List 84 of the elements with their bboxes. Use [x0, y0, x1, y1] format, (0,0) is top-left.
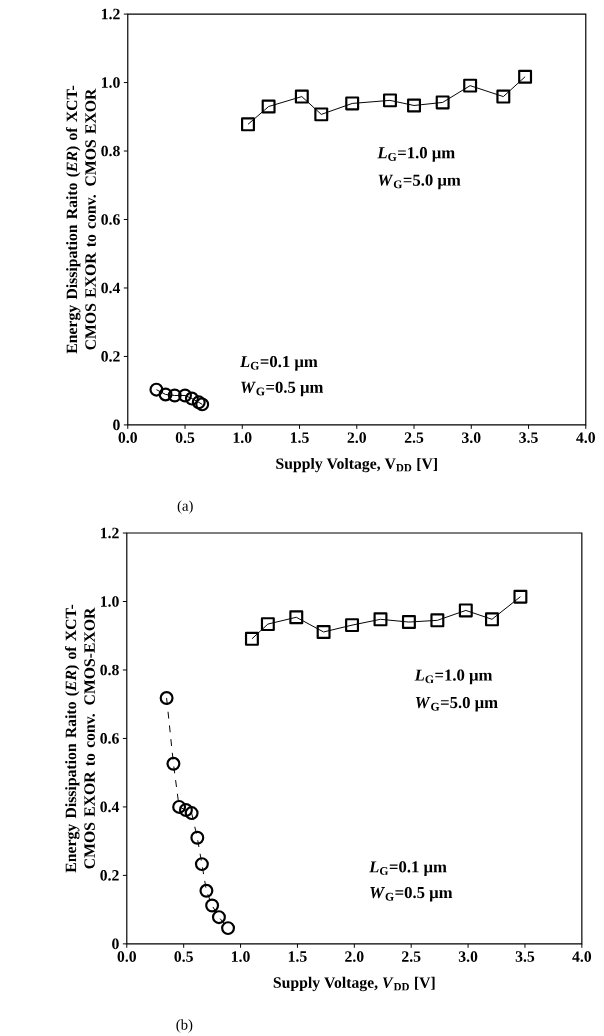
- x-tick-label: 0.5: [174, 951, 193, 962]
- point: [382, 93, 397, 108]
- y-tick-label: 0.8: [101, 145, 120, 157]
- y-tick-label: 0.8: [100, 664, 119, 676]
- point: [289, 610, 304, 625]
- x-tick-label: 2.5: [401, 951, 421, 962]
- point: [314, 107, 329, 122]
- point: [159, 691, 174, 706]
- annotation: L$_{G}$=1.0 μm: [414, 669, 492, 685]
- point: [191, 395, 206, 410]
- annotation: L$_{G}$=1.0 μm: [377, 147, 455, 162]
- point: [260, 617, 275, 632]
- point: [435, 95, 450, 110]
- point: [294, 89, 309, 104]
- x-tick-label: 3.5: [519, 432, 538, 443]
- point: [517, 69, 532, 84]
- x-tick-label: 2.5: [404, 432, 424, 443]
- point: [484, 612, 499, 627]
- point: [178, 803, 193, 817]
- point: [184, 806, 199, 821]
- point: [240, 117, 255, 132]
- point: [261, 99, 276, 114]
- point: [167, 388, 182, 403]
- x-tick-label: 3.5: [515, 951, 535, 962]
- point: [158, 387, 173, 402]
- y-tick-label: 1.2: [100, 527, 119, 539]
- point: [184, 391, 199, 406]
- text: (a): [177, 500, 193, 514]
- y-tick-label: 0: [112, 419, 120, 431]
- point: [244, 631, 259, 646]
- annotation: L$_{G}$=0.1 μm: [239, 355, 318, 371]
- y-tick-label: 0: [111, 938, 119, 950]
- annotation: W$_{G}$=0.5 μm: [240, 381, 323, 397]
- point: [401, 615, 416, 630]
- annotation: L$_{G}$=0.1 μm: [368, 861, 447, 876]
- x-axis-title: Supply Voltage, V$_{DD}$ [V]: [276, 457, 437, 473]
- point: [345, 96, 359, 111]
- point: [430, 613, 445, 628]
- x-tick-label: 1.0: [233, 432, 252, 443]
- point: [406, 98, 421, 113]
- y-tick-label: 0.6: [100, 733, 119, 744]
- point: [195, 397, 209, 412]
- x-tick-label: 3.0: [458, 951, 478, 962]
- point: [513, 589, 528, 604]
- x-tick-label: 0.5: [175, 432, 195, 443]
- x-tick-label: 4.0: [575, 432, 595, 443]
- point: [177, 388, 192, 403]
- point: [199, 883, 214, 898]
- point: [149, 382, 164, 397]
- annotation: W$_{G}$=5.0 μm: [378, 174, 461, 190]
- point: [496, 89, 511, 104]
- point: [194, 857, 209, 872]
- x-tick-label: 1.5: [290, 432, 309, 443]
- y-tick-label: 0.2: [101, 351, 120, 362]
- y-tick-label: 1.0: [101, 77, 120, 88]
- y-tick-label: 0.4: [101, 282, 120, 294]
- x-tick-label: 4.0: [572, 951, 591, 962]
- y-tick-label: 1.0: [100, 596, 119, 607]
- point: [166, 756, 181, 771]
- point: [462, 78, 477, 93]
- y-tick-label: 0.6: [101, 214, 120, 225]
- annotation: W$_{G}$=0.5 μm: [370, 886, 453, 902]
- x-tick-label: 2.0: [344, 951, 364, 962]
- point: [316, 625, 331, 639]
- x-tick-label: 0.0: [117, 951, 136, 962]
- x-tick-label: 1.5: [288, 951, 307, 962]
- y-tick-label: 0.2: [100, 870, 119, 881]
- point: [220, 921, 235, 936]
- x-tick-label: 3.0: [461, 432, 481, 443]
- text: (b): [176, 1019, 193, 1033]
- x-tick-label: 0.0: [118, 432, 137, 443]
- point: [204, 898, 219, 913]
- annotation: W$_{G}$=5.0 μm: [415, 696, 498, 712]
- point: [211, 910, 226, 925]
- x-tick-label: 1.0: [231, 951, 250, 962]
- point: [190, 830, 205, 845]
- x-axis-title: Supply Voltage, V$_{DD}$ [V]: [273, 976, 435, 992]
- point: [458, 603, 473, 618]
- point: [171, 799, 186, 814]
- point: [373, 612, 388, 627]
- x-tick-label: 2.0: [347, 432, 366, 443]
- y-tick-label: 1.2: [101, 8, 120, 20]
- y-tick-label: 0.4: [100, 801, 119, 813]
- point: [344, 618, 359, 633]
